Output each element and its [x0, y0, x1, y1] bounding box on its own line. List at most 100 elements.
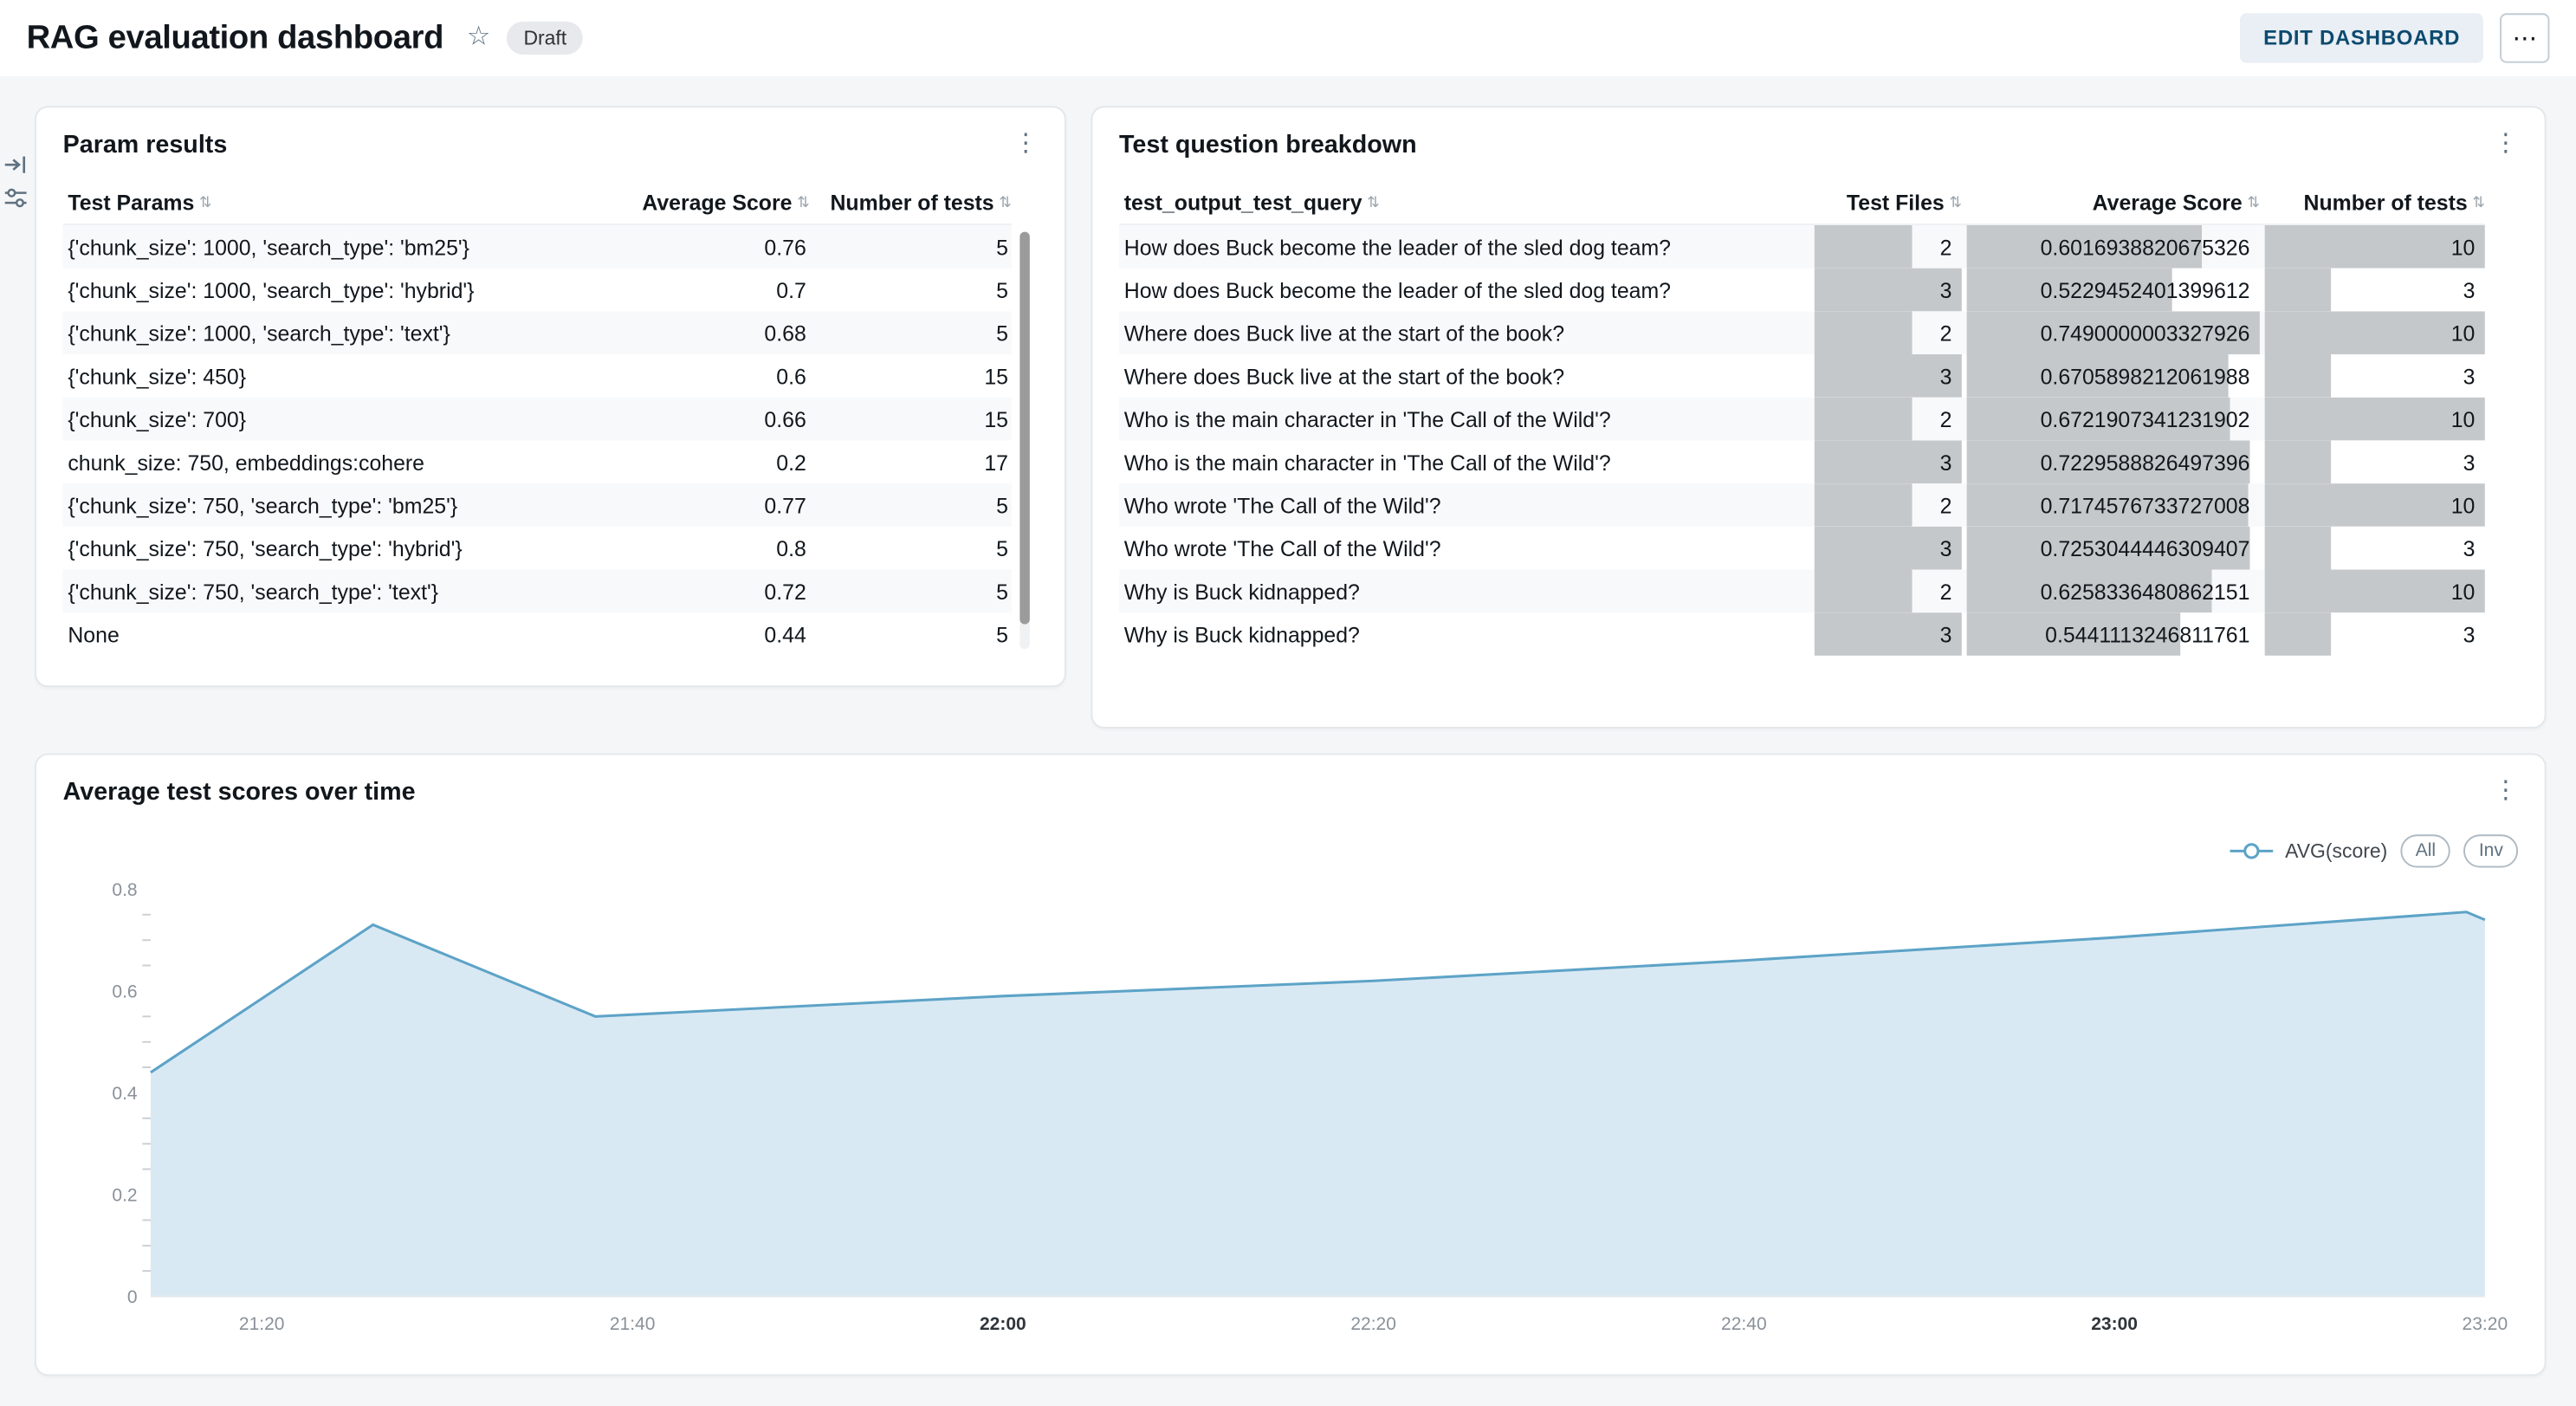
cell-number-of-tests: 3	[2260, 268, 2485, 312]
column-header-average-score[interactable]: Average Score ⇅	[1962, 191, 2260, 216]
cell-test-files: 3	[1809, 268, 1962, 312]
data-bar	[1814, 526, 1962, 570]
column-label: test_output_test_query	[1123, 190, 1362, 216]
cell-query: Who wrote 'The Call of the Wild'?	[1123, 492, 1441, 518]
table-row: {'chunk_size': 1000, 'search_type': 'tex…	[62, 311, 1012, 355]
inv-button[interactable]: Inv	[2463, 834, 2519, 868]
sort-icon: ⇅	[1367, 193, 1380, 211]
cell-test-params: None	[68, 621, 120, 647]
favorite-star-icon[interactable]: ☆	[466, 23, 491, 52]
x-tick-label: 22:00	[980, 1314, 1026, 1334]
cell-average-score: 0.8	[776, 535, 806, 560]
cell-number-of-tests: 5	[996, 234, 1008, 260]
y-tick-label: 0.2	[112, 1186, 137, 1206]
data-bar	[2264, 526, 2331, 570]
scores-over-time-card: Average test scores over time ⋮ AVG(scor…	[35, 753, 2547, 1377]
cell-value: 0.7253044446309407	[2040, 535, 2250, 560]
cell-value: 0.5229452401399612	[2040, 277, 2250, 302]
cell-average-score: 0.6016938820675326	[1962, 224, 2260, 269]
table-row: How does Buck become the leader of the s…	[1119, 268, 2485, 312]
cell-query: Where does Buck live at the start of the…	[1123, 363, 1565, 389]
chart-legend: AVG(score) All Inv	[2229, 834, 2519, 868]
cell-average-score: 0.2	[776, 449, 806, 475]
card-title: Average test scores over time	[62, 778, 416, 807]
cell-value: 0.5441113246811761	[2045, 621, 2250, 647]
cell-average-score: 0.76	[764, 234, 806, 260]
cell-value: 3	[2463, 621, 2476, 647]
column-header-test-output-test-query[interactable]: test_output_test_query ⇅	[1119, 191, 1809, 216]
column-header-test-files[interactable]: Test Files ⇅	[1809, 191, 1962, 216]
data-bar	[1966, 526, 2251, 570]
table-row: Where does Buck live at the start of the…	[1119, 354, 2485, 398]
cell-test-params: {'chunk_size': 450}	[68, 363, 247, 389]
cell-number-of-tests: 3	[2260, 354, 2485, 398]
cell-value: 10	[2450, 406, 2476, 431]
card-title: Param results	[62, 130, 228, 159]
scrollbar-thumb[interactable]	[1019, 231, 1030, 625]
kebab-menu-icon[interactable]: ⋮	[1013, 129, 1039, 158]
cell-query: Where does Buck live at the start of the…	[1123, 320, 1565, 346]
scores-line-chart: 0 0.2 0.4 0.6 0.8 21:20 21:40 22:00 22:20 22:40 23…	[112, 880, 2508, 1334]
cell-value: 10	[2450, 320, 2476, 346]
cell-query: Who is the main character in 'The Call o…	[1123, 449, 1611, 475]
data-bar	[1814, 268, 1962, 312]
cell-test-params: {'chunk_size': 750, 'search_type': 'hybr…	[68, 535, 463, 560]
legend-line-marker	[2230, 843, 2274, 859]
edit-dashboard-button[interactable]: EDIT DASHBOARD	[2240, 13, 2483, 63]
y-tick-label: 0.4	[112, 1084, 138, 1104]
cell-test-params: {'chunk_size': 700}	[68, 406, 247, 431]
data-bar	[1966, 224, 2203, 269]
table-row: Who wrote 'The Call of the Wild'? 3 0.7253…	[1119, 526, 2485, 570]
data-bar	[2264, 397, 2485, 441]
cell-number-of-tests: 15	[984, 406, 1008, 431]
card-header: Test question breakdown ⋮	[1092, 107, 2544, 159]
y-tick-label: 0.8	[112, 880, 137, 900]
table-body: How does Buck become the leader of the s…	[1119, 224, 2485, 656]
column-label: Number of tests	[2303, 190, 2468, 216]
more-options-button[interactable]: ⋯	[2500, 13, 2550, 63]
kebab-menu-icon[interactable]: ⋮	[2493, 129, 2519, 158]
cell-number-of-tests: 10	[2260, 224, 2485, 269]
sort-icon: ⇅	[1949, 193, 1962, 211]
column-label: Test Params	[68, 190, 195, 216]
table-row: How does Buck become the leader of the s…	[1119, 224, 2485, 269]
cell-average-score: 0.44	[764, 621, 806, 647]
cell-number-of-tests: 3	[2260, 526, 2485, 570]
column-header-average-score[interactable]: Average Score ⇅	[586, 191, 809, 216]
cell-value: 2	[1939, 320, 1952, 346]
all-button[interactable]: All	[2400, 834, 2451, 868]
cell-value: 0.6705898212061988	[2040, 363, 2250, 389]
data-bar	[2264, 569, 2485, 613]
table-body: {'chunk_size': 1000, 'search_type': 'bm2…	[62, 224, 1012, 656]
cell-value: 3	[1939, 363, 1952, 389]
cell-test-params: {'chunk_size': 1000, 'search_type': 'bm2…	[68, 234, 469, 260]
cell-value: 2	[1939, 234, 1952, 260]
cell-average-score: 0.6258336480862151	[1962, 569, 2260, 613]
cell-value: 0.6721907341231902	[2040, 406, 2250, 431]
table-row: {'chunk_size': 450} 0.6 15	[63, 354, 1012, 398]
data-bar	[2264, 354, 2331, 398]
vertical-scrollbar	[1019, 231, 1030, 650]
column-header-number-of-tests[interactable]: Number of tests ⇅	[2260, 191, 2485, 216]
column-label: Average Score	[2092, 190, 2243, 216]
column-header-test-params[interactable]: Test Params ⇅	[63, 191, 586, 216]
table-row: chunk_size: 750, embeddings:cohere 0.2 17	[63, 440, 1012, 483]
legend-item-avg-score[interactable]: AVG(score)	[2229, 839, 2387, 863]
test-question-breakdown-card: Test question breakdown ⋮ test_output_te…	[1091, 106, 2547, 729]
y-tick-label: 0	[127, 1287, 138, 1307]
data-bar	[1966, 268, 2171, 312]
table-row: {'chunk_size': 1000, 'search_type': 'hyb…	[63, 269, 1012, 312]
kebab-menu-icon[interactable]: ⋮	[2493, 776, 2519, 805]
data-bar	[1966, 440, 2250, 484]
filter-icon[interactable]	[3, 187, 29, 209]
cell-number-of-tests: 10	[2260, 483, 2485, 527]
cell-value: 3	[1939, 449, 1952, 475]
collapse-panel-icon[interactable]	[3, 154, 29, 176]
cell-test-files: 2	[1809, 483, 1962, 527]
sort-icon: ⇅	[2247, 193, 2260, 211]
cell-value: 3	[2463, 449, 2476, 475]
column-label: Number of tests	[830, 190, 994, 216]
column-header-number-of-tests[interactable]: Number of tests ⇅	[810, 190, 1011, 216]
cell-query: Why is Buck kidnapped?	[1123, 621, 1360, 647]
